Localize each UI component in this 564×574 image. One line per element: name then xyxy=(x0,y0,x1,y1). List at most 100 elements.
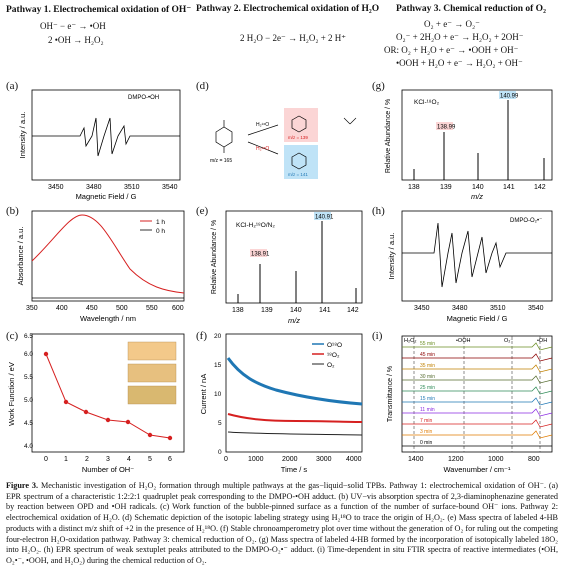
mz-139: m/z = 139 xyxy=(288,135,308,140)
ytick-f-2: 10 xyxy=(214,391,222,398)
xtick-i-3: 800 xyxy=(528,456,540,463)
band-ooh: •OOH xyxy=(456,338,470,344)
ylabel-c: Work Function / eV xyxy=(7,362,16,426)
ylabel-b: Absorbance / a.u. xyxy=(16,227,25,286)
time-0: 0 min xyxy=(420,440,432,446)
xtick-a-1: 3480 xyxy=(86,184,102,191)
xlabel-i: Wavenumber / cm⁻¹ xyxy=(443,465,511,474)
inset-h: DMPO-O₂•⁻ xyxy=(510,218,542,224)
label-i: (i) xyxy=(372,330,383,342)
xtick-a-2: 3510 xyxy=(124,184,140,191)
pathway1-header: Pathway 1. Electrochemical oxidation of … xyxy=(6,5,192,15)
ftir-trace-1 xyxy=(402,353,553,362)
label-a: (a) xyxy=(6,80,19,92)
mz-141: m/z = 141 xyxy=(288,172,308,177)
xtick-g-1: 139 xyxy=(440,184,452,191)
xtick-i-2: 1000 xyxy=(488,456,504,463)
xtick-a-0: 3450 xyxy=(48,184,64,191)
xtick-b-0: 350 xyxy=(26,305,38,312)
xlabel-a: Magnetic Field / G xyxy=(76,192,137,201)
chart-c: 4.0 4.5 5.0 5.5 6.0 6.5 0 1 2 3 4 5 6 Nu… xyxy=(7,333,185,474)
ytick-c-0: 4.0 xyxy=(24,443,33,450)
time-11: 11 min xyxy=(420,407,435,413)
ftir-trace-4 xyxy=(402,386,553,395)
caption-lead: Figure 3. xyxy=(6,481,39,490)
xtick-h-0: 3450 xyxy=(414,305,430,312)
xtick-c-6: 6 xyxy=(168,456,172,463)
schematic-d: m/z = 165 H₂¹⁶O H₂¹⁸O m/z = 139 m/z = 14… xyxy=(210,108,357,179)
xtick-c-0: 0 xyxy=(44,456,48,463)
label-h: (h) xyxy=(372,205,385,217)
ftir-trace-2 xyxy=(402,364,553,373)
ytick-c-5: 6.5 xyxy=(24,333,33,340)
ftir-trace-8 xyxy=(402,430,553,439)
label-b: (b) xyxy=(6,205,19,217)
time-3: 3 min xyxy=(420,429,432,435)
xtick-f-2: 2000 xyxy=(282,456,298,463)
xtick-a-3: 3540 xyxy=(162,184,178,191)
time-25: 25 min xyxy=(420,385,435,391)
ylabel-h: Intensity / a.u. xyxy=(387,233,396,280)
xtick-g-4: 142 xyxy=(534,184,546,191)
series-18o2 xyxy=(227,413,363,423)
xtick-e-4: 142 xyxy=(347,307,359,314)
xtick-c-2: 2 xyxy=(85,456,89,463)
xlabel-g: m/z xyxy=(471,192,483,201)
xtick-f-1: 1000 xyxy=(248,456,264,463)
label-f: (f) xyxy=(196,330,207,342)
xtick-e-0: 138 xyxy=(232,307,244,314)
ftir-trace-0 xyxy=(402,342,553,351)
wf-point-6 xyxy=(167,435,173,441)
inset-a: DMPO-•OH xyxy=(128,95,159,101)
wf-point-5 xyxy=(147,432,153,438)
ytick-c-3: 5.5 xyxy=(24,374,33,381)
label-c: (c) xyxy=(6,330,19,342)
ylabel-e: Relative Abundance / % xyxy=(211,220,218,294)
wf-point-3 xyxy=(105,417,111,423)
reagent-h2o16: H₂¹⁶O xyxy=(256,122,269,128)
xtick-e-3: 141 xyxy=(319,307,331,314)
peak-label-g-1: 140.99 xyxy=(500,94,519,100)
xtick-b-3: 500 xyxy=(116,305,128,312)
ftir-trace-3 xyxy=(402,375,553,384)
band-o2: O₂⁻ xyxy=(504,338,513,344)
inset-g: KCl-¹⁸O₂ xyxy=(414,99,440,106)
peak-label-e-1: 140.91 xyxy=(315,215,334,221)
ytick-c-4: 6.0 xyxy=(24,351,33,358)
xlabel-c: Number of OH⁻ xyxy=(82,465,134,474)
ytick-f-1: 5 xyxy=(218,420,222,427)
series-o2 xyxy=(227,431,363,436)
xtick-c-3: 3 xyxy=(106,456,110,463)
legend-b-1: 0 h xyxy=(156,228,165,235)
xtick-c-1: 1 xyxy=(64,456,68,463)
mz-165: m/z = 165 xyxy=(210,158,232,164)
legend-f-0: O¹⁸O xyxy=(327,342,342,349)
ylabel-g: Relative Abundance / % xyxy=(385,99,392,173)
caption-text: Mechanistic investigation of H₂O₂ format… xyxy=(6,481,558,565)
xtick-f-4: 4000 xyxy=(346,456,362,463)
ytick-c-2: 5.0 xyxy=(24,397,33,404)
p3-eq3: OR: O₂ + H₂O + e⁻ → •OOH + OH⁻ xyxy=(384,45,519,55)
p2-eq1: 2 H₂O − 2e⁻ → H₂O₂ + 2 H⁺ xyxy=(240,33,347,43)
xtick-b-1: 400 xyxy=(56,305,68,312)
xlabel-h: Magnetic Field / G xyxy=(447,314,508,323)
xtick-f-3: 3000 xyxy=(316,456,332,463)
xtick-g-3: 141 xyxy=(503,184,515,191)
wf-point-0 xyxy=(43,351,49,357)
label-g: (g) xyxy=(372,80,385,92)
slab-structures xyxy=(127,341,177,405)
xtick-b-2: 450 xyxy=(86,305,98,312)
ftir-trace-5 xyxy=(402,397,553,406)
xtick-h-3: 3540 xyxy=(528,305,544,312)
p1-eq2: 2 •OH → H₂O₂ xyxy=(48,35,104,45)
reagent-h2o18: H₂¹⁸O xyxy=(256,146,269,152)
xtick-h-1: 3480 xyxy=(452,305,468,312)
ytick-c-1: 4.5 xyxy=(24,420,33,427)
uv-1h-line xyxy=(31,214,185,294)
xtick-h-2: 3510 xyxy=(490,305,506,312)
epr-a-line xyxy=(32,117,180,157)
chart-b: 1 h 0 h 350 400 450 500 550 600 Waveleng… xyxy=(16,210,185,323)
chart-f: O¹⁸O ¹⁸O₂ O₂ 0 5 10 15 20 0 1000 2000 30… xyxy=(199,333,363,474)
ftir-trace-7 xyxy=(402,419,553,428)
time-7: 7 min xyxy=(420,418,432,424)
